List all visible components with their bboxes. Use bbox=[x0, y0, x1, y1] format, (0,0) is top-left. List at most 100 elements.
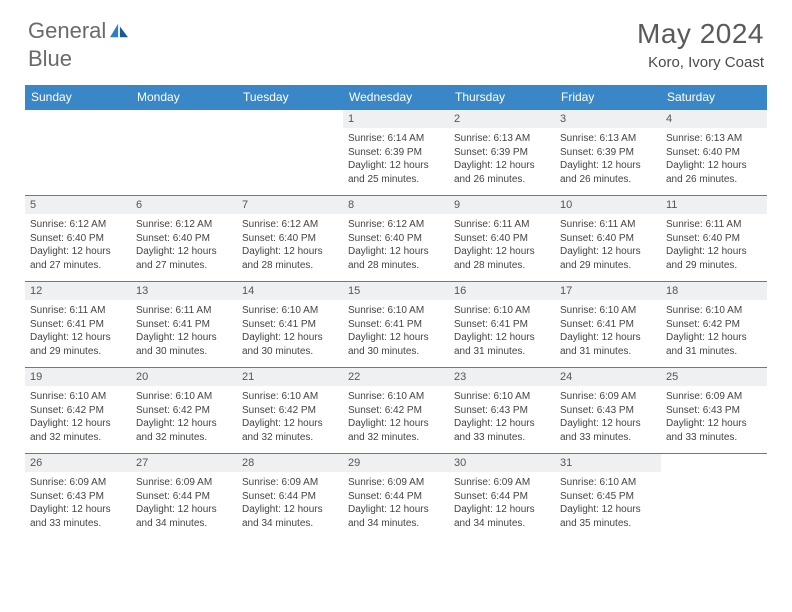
calendar-day-cell: 22Sunrise: 6:10 AMSunset: 6:42 PMDayligh… bbox=[343, 368, 449, 454]
day-details: Sunrise: 6:11 AMSunset: 6:41 PMDaylight:… bbox=[25, 300, 131, 362]
day-number: 1 bbox=[343, 110, 449, 128]
calendar-day-cell: 3Sunrise: 6:13 AMSunset: 6:39 PMDaylight… bbox=[555, 110, 661, 196]
day-details: Sunrise: 6:10 AMSunset: 6:42 PMDaylight:… bbox=[661, 300, 767, 362]
day-number: 6 bbox=[131, 196, 237, 214]
weekday-header: Thursday bbox=[449, 85, 555, 110]
day-details: Sunrise: 6:13 AMSunset: 6:39 PMDaylight:… bbox=[449, 128, 555, 190]
day-number: 8 bbox=[343, 196, 449, 214]
day-details: Sunrise: 6:09 AMSunset: 6:44 PMDaylight:… bbox=[449, 472, 555, 534]
weekday-header: Friday bbox=[555, 85, 661, 110]
calendar-day-cell: 6Sunrise: 6:12 AMSunset: 6:40 PMDaylight… bbox=[131, 196, 237, 282]
day-details: Sunrise: 6:14 AMSunset: 6:39 PMDaylight:… bbox=[343, 128, 449, 190]
day-number: 2 bbox=[449, 110, 555, 128]
day-details: Sunrise: 6:12 AMSunset: 6:40 PMDaylight:… bbox=[343, 214, 449, 276]
day-details: Sunrise: 6:12 AMSunset: 6:40 PMDaylight:… bbox=[25, 214, 131, 276]
day-details: Sunrise: 6:13 AMSunset: 6:40 PMDaylight:… bbox=[661, 128, 767, 190]
calendar-day-cell: 19Sunrise: 6:10 AMSunset: 6:42 PMDayligh… bbox=[25, 368, 131, 454]
calendar-week-row: 1Sunrise: 6:14 AMSunset: 6:39 PMDaylight… bbox=[25, 110, 767, 196]
calendar-week-row: 26Sunrise: 6:09 AMSunset: 6:43 PMDayligh… bbox=[25, 454, 767, 540]
calendar-day-cell: 31Sunrise: 6:10 AMSunset: 6:45 PMDayligh… bbox=[555, 454, 661, 540]
calendar-day-cell: 18Sunrise: 6:10 AMSunset: 6:42 PMDayligh… bbox=[661, 282, 767, 368]
calendar-day-cell: 11Sunrise: 6:11 AMSunset: 6:40 PMDayligh… bbox=[661, 196, 767, 282]
calendar-day-cell: 10Sunrise: 6:11 AMSunset: 6:40 PMDayligh… bbox=[555, 196, 661, 282]
day-number: 20 bbox=[131, 368, 237, 386]
calendar-week-row: 12Sunrise: 6:11 AMSunset: 6:41 PMDayligh… bbox=[25, 282, 767, 368]
day-number: 28 bbox=[237, 454, 343, 472]
day-details: Sunrise: 6:09 AMSunset: 6:43 PMDaylight:… bbox=[661, 386, 767, 448]
day-number: 5 bbox=[25, 196, 131, 214]
day-details: Sunrise: 6:10 AMSunset: 6:42 PMDaylight:… bbox=[237, 386, 343, 448]
calendar-day-cell: 24Sunrise: 6:09 AMSunset: 6:43 PMDayligh… bbox=[555, 368, 661, 454]
calendar-day-cell: 1Sunrise: 6:14 AMSunset: 6:39 PMDaylight… bbox=[343, 110, 449, 196]
day-details: Sunrise: 6:09 AMSunset: 6:44 PMDaylight:… bbox=[237, 472, 343, 534]
brand-name-part2: Blue bbox=[28, 46, 72, 71]
day-number: 29 bbox=[343, 454, 449, 472]
day-details: Sunrise: 6:09 AMSunset: 6:44 PMDaylight:… bbox=[343, 472, 449, 534]
day-number: 4 bbox=[661, 110, 767, 128]
calendar-day-cell: 30Sunrise: 6:09 AMSunset: 6:44 PMDayligh… bbox=[449, 454, 555, 540]
calendar-day-cell bbox=[661, 454, 767, 540]
calendar-day-cell: 12Sunrise: 6:11 AMSunset: 6:41 PMDayligh… bbox=[25, 282, 131, 368]
day-number: 7 bbox=[237, 196, 343, 214]
brand-logo: General bbox=[28, 18, 132, 44]
calendar-day-cell bbox=[237, 110, 343, 196]
day-number: 15 bbox=[343, 282, 449, 300]
brand-name-part1: General bbox=[28, 18, 106, 44]
day-details: Sunrise: 6:12 AMSunset: 6:40 PMDaylight:… bbox=[237, 214, 343, 276]
calendar-day-cell: 5Sunrise: 6:12 AMSunset: 6:40 PMDaylight… bbox=[25, 196, 131, 282]
day-number: 27 bbox=[131, 454, 237, 472]
day-number: 14 bbox=[237, 282, 343, 300]
brand-name-part2-wrap: Blue bbox=[28, 46, 72, 72]
day-details: Sunrise: 6:10 AMSunset: 6:43 PMDaylight:… bbox=[449, 386, 555, 448]
day-details: Sunrise: 6:11 AMSunset: 6:40 PMDaylight:… bbox=[449, 214, 555, 276]
day-number: 17 bbox=[555, 282, 661, 300]
day-number: 13 bbox=[131, 282, 237, 300]
weekday-header-row: Sunday Monday Tuesday Wednesday Thursday… bbox=[25, 85, 767, 110]
month-title: May 2024 bbox=[637, 18, 764, 50]
title-block: May 2024 Koro, Ivory Coast bbox=[637, 18, 764, 71]
weekday-header: Saturday bbox=[661, 85, 767, 110]
day-number: 11 bbox=[661, 196, 767, 214]
day-details: Sunrise: 6:12 AMSunset: 6:40 PMDaylight:… bbox=[131, 214, 237, 276]
calendar-day-cell: 26Sunrise: 6:09 AMSunset: 6:43 PMDayligh… bbox=[25, 454, 131, 540]
day-details: Sunrise: 6:10 AMSunset: 6:42 PMDaylight:… bbox=[343, 386, 449, 448]
calendar-day-cell: 20Sunrise: 6:10 AMSunset: 6:42 PMDayligh… bbox=[131, 368, 237, 454]
day-details: Sunrise: 6:09 AMSunset: 6:43 PMDaylight:… bbox=[25, 472, 131, 534]
day-number: 10 bbox=[555, 196, 661, 214]
calendar-day-cell: 4Sunrise: 6:13 AMSunset: 6:40 PMDaylight… bbox=[661, 110, 767, 196]
page-header: General May 2024 Koro, Ivory Coast bbox=[0, 0, 792, 79]
day-details: Sunrise: 6:13 AMSunset: 6:39 PMDaylight:… bbox=[555, 128, 661, 190]
sail-icon bbox=[108, 22, 130, 40]
calendar-day-cell: 29Sunrise: 6:09 AMSunset: 6:44 PMDayligh… bbox=[343, 454, 449, 540]
calendar-day-cell: 7Sunrise: 6:12 AMSunset: 6:40 PMDaylight… bbox=[237, 196, 343, 282]
calendar-day-cell: 14Sunrise: 6:10 AMSunset: 6:41 PMDayligh… bbox=[237, 282, 343, 368]
calendar-day-cell: 17Sunrise: 6:10 AMSunset: 6:41 PMDayligh… bbox=[555, 282, 661, 368]
day-details: Sunrise: 6:10 AMSunset: 6:45 PMDaylight:… bbox=[555, 472, 661, 534]
day-number: 24 bbox=[555, 368, 661, 386]
day-details: Sunrise: 6:11 AMSunset: 6:40 PMDaylight:… bbox=[661, 214, 767, 276]
day-number: 22 bbox=[343, 368, 449, 386]
day-number: 30 bbox=[449, 454, 555, 472]
day-number: 12 bbox=[25, 282, 131, 300]
day-number: 16 bbox=[449, 282, 555, 300]
day-details: Sunrise: 6:10 AMSunset: 6:41 PMDaylight:… bbox=[343, 300, 449, 362]
weekday-header: Sunday bbox=[25, 85, 131, 110]
calendar-day-cell: 28Sunrise: 6:09 AMSunset: 6:44 PMDayligh… bbox=[237, 454, 343, 540]
day-number: 31 bbox=[555, 454, 661, 472]
day-number: 19 bbox=[25, 368, 131, 386]
day-number: 18 bbox=[661, 282, 767, 300]
calendar-day-cell: 23Sunrise: 6:10 AMSunset: 6:43 PMDayligh… bbox=[449, 368, 555, 454]
day-details: Sunrise: 6:09 AMSunset: 6:43 PMDaylight:… bbox=[555, 386, 661, 448]
calendar-day-cell: 9Sunrise: 6:11 AMSunset: 6:40 PMDaylight… bbox=[449, 196, 555, 282]
day-details: Sunrise: 6:11 AMSunset: 6:40 PMDaylight:… bbox=[555, 214, 661, 276]
calendar-table: Sunday Monday Tuesday Wednesday Thursday… bbox=[25, 85, 767, 540]
day-details: Sunrise: 6:10 AMSunset: 6:42 PMDaylight:… bbox=[25, 386, 131, 448]
calendar-day-cell: 16Sunrise: 6:10 AMSunset: 6:41 PMDayligh… bbox=[449, 282, 555, 368]
day-number: 9 bbox=[449, 196, 555, 214]
calendar-day-cell bbox=[25, 110, 131, 196]
calendar-day-cell: 8Sunrise: 6:12 AMSunset: 6:40 PMDaylight… bbox=[343, 196, 449, 282]
day-number: 3 bbox=[555, 110, 661, 128]
calendar-day-cell: 15Sunrise: 6:10 AMSunset: 6:41 PMDayligh… bbox=[343, 282, 449, 368]
weekday-header: Wednesday bbox=[343, 85, 449, 110]
calendar-day-cell: 13Sunrise: 6:11 AMSunset: 6:41 PMDayligh… bbox=[131, 282, 237, 368]
